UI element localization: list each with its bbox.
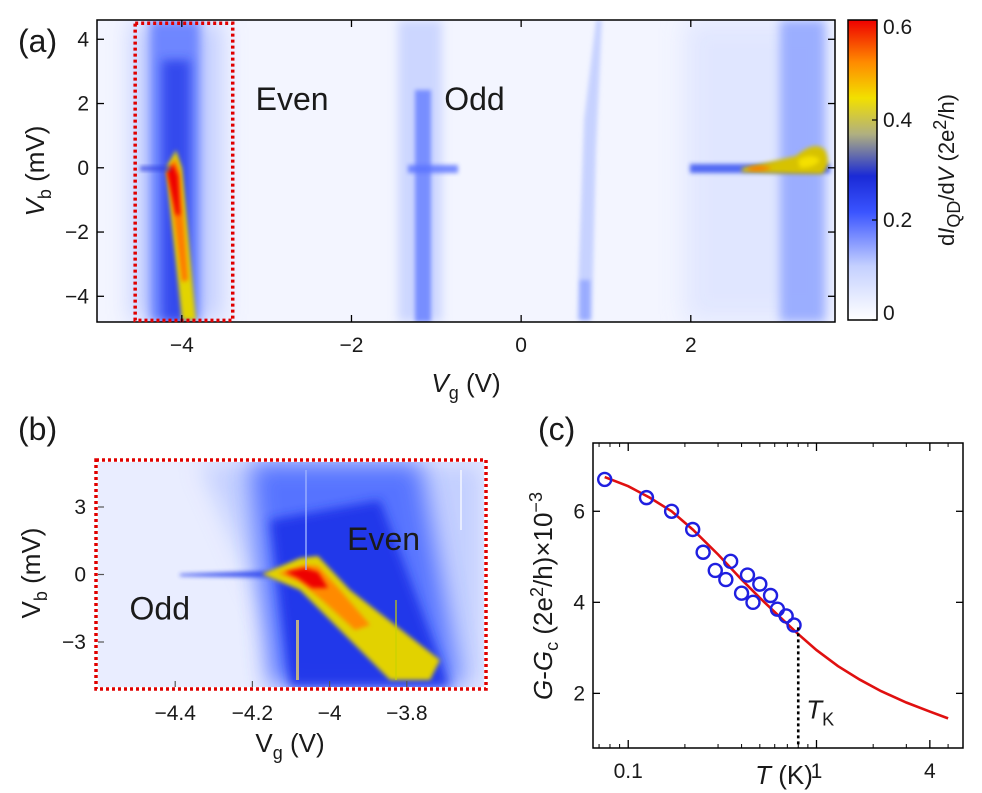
panel-c: (c) 0.1 1 4 2 4 6 TK G-Gc (2e2/h)×10−3 T (K) [526,411,964,790]
colorbar-title: dIQD/dV (2e2/h) [930,94,964,246]
c-y-axis-title: G-Gc (2e2/h)×10−3 [526,492,562,700]
colorbar-tick-label: 0.4 [883,109,913,132]
panel-b-region-labels: Odd Even [130,521,421,627]
data-point [638,489,655,506]
panel-c-y-ticks: 2 4 6 [573,500,963,705]
y-tick-label: −2 [65,221,89,244]
panel-a: (a) [18,16,964,403]
x-tick-label: −4 [170,334,194,357]
region-label-odd: Odd [130,591,190,627]
panel-c-x-label: T (K) [755,760,813,790]
region-label-odd: Odd [444,81,504,117]
panel-c-annotation: TK [796,627,834,748]
panel-a-x-ticks: −4 −2 0 2 [170,20,697,357]
panel-a-region-labels: Even Odd [256,81,505,117]
panel-a-heatmap [97,20,835,322]
panel-a-x-label: Vg (V) [431,368,500,403]
tk-label: TK [806,694,834,729]
panel-a-y-label: Vb (mV) [20,126,55,217]
region-label-even: Even [256,81,329,117]
y-tick-label: 2 [77,93,89,116]
panel-c-y-label: G-Gc (2e2/h)×10−3 [526,492,562,700]
colorbar-tick-label: 0 [883,302,895,325]
panel-b-frame [94,458,488,691]
data-point [752,576,768,592]
data-point [762,587,779,604]
x-tick-label: −3.8 [386,702,427,725]
colorbar-ticks: 0 0.2 0.4 0.6 [872,16,913,325]
x-tick-label: −4.4 [154,702,196,725]
panel-b-y-ticks: 3 0 −3 [62,496,104,654]
y-tick-label: 6 [573,500,585,523]
panel-b-y-label: Vb (mV) [16,528,51,619]
colorbar-tick-label: 0.2 [883,209,912,232]
x-tick-label: 1 [811,760,823,783]
data-point [778,608,794,624]
data-point [707,562,723,579]
panel-b-heatmap [98,462,484,687]
data-point [663,503,680,519]
panel-c-label: (c) [538,411,575,447]
panel-c-x-ticks: 0.1 1 4 [598,443,949,783]
colorbar-tick-label: 0.6 [883,16,912,39]
b-x-axis-title: Vg (V) [255,728,324,763]
data-point [722,553,739,570]
data-point [695,544,711,560]
y-tick-label: 0 [77,157,89,180]
y-tick-label: 3 [74,496,86,519]
b-y-axis-title: Vb (mV) [16,528,51,619]
data-point [745,594,761,611]
x-tick-label: 0 [515,334,527,357]
panel-b-x-ticks: −4.4 −4.2 −4 −3.8 [154,681,428,725]
x-tick-label: −4.2 [232,702,273,725]
x-tick-label: 0.1 [614,760,643,783]
a-y-axis-title: Vb (mV) [20,126,55,217]
y-tick-label: 0 [74,564,86,587]
x-tick-label: −4 [318,702,342,725]
data-point [786,617,802,633]
y-tick-label: 4 [77,28,89,51]
data-point [739,567,756,583]
colorbar-label: dIQD/dV (2e2/h) [930,94,964,246]
data-point [684,521,701,538]
data-point [718,571,734,588]
panel-c-points [597,471,802,633]
panel-b-x-label: Vg (V) [255,728,324,763]
data-point [733,585,750,601]
panel-a-y-ticks: 4 2 0 −2 −4 [65,28,835,308]
x-tick-label: 4 [924,760,936,783]
x-tick-label: 2 [685,334,697,357]
c-x-axis-title: T (K) [755,760,813,790]
y-tick-label: −4 [65,285,89,308]
y-tick-label: −3 [62,631,86,654]
panel-a-label: (a) [18,23,57,59]
y-tick-label: 4 [573,591,585,614]
x-tick-label: −2 [340,334,364,357]
region-label-even: Even [347,521,420,557]
panel-b-label: (b) [18,411,57,447]
y-tick-label: 2 [573,682,585,705]
panel-a-highlight-box [133,21,235,323]
data-point [597,471,613,488]
panel-a-frame [96,19,836,323]
a-x-axis-title: Vg (V) [431,368,500,403]
colorbar [847,19,878,321]
